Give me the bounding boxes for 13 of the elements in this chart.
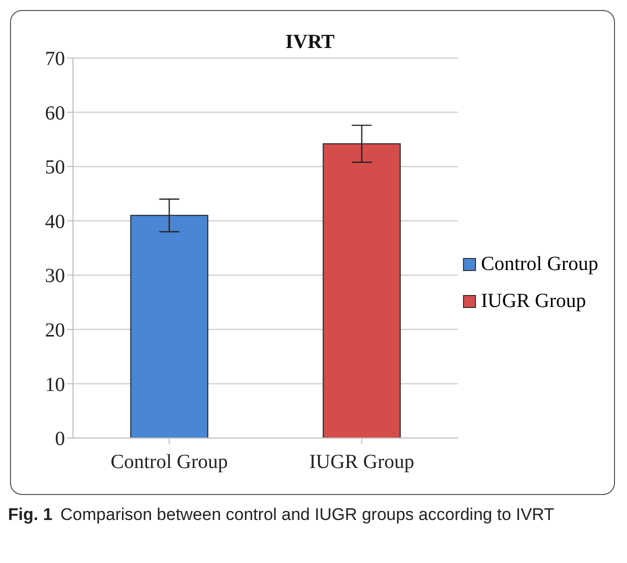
y-tick-label: 40 <box>45 210 65 233</box>
y-tick-label: 20 <box>45 320 65 342</box>
y-tick-label: 30 <box>45 265 65 288</box>
legend-label: IUGR Group <box>481 290 586 313</box>
chart-title: IVRT <box>285 31 336 53</box>
y-tick-label: 10 <box>45 374 65 396</box>
y-tick-label: 0 <box>55 428 65 450</box>
y-tick-label: 60 <box>45 102 65 124</box>
caption: Fig. 1 <box>8 505 52 524</box>
legend-label: Control Group <box>481 253 598 276</box>
y-tick-label: 70 <box>45 48 65 70</box>
y-tick-label: 50 <box>45 156 65 179</box>
text: Comparison between control and IUGR groups according to IVRT <box>60 505 554 524</box>
